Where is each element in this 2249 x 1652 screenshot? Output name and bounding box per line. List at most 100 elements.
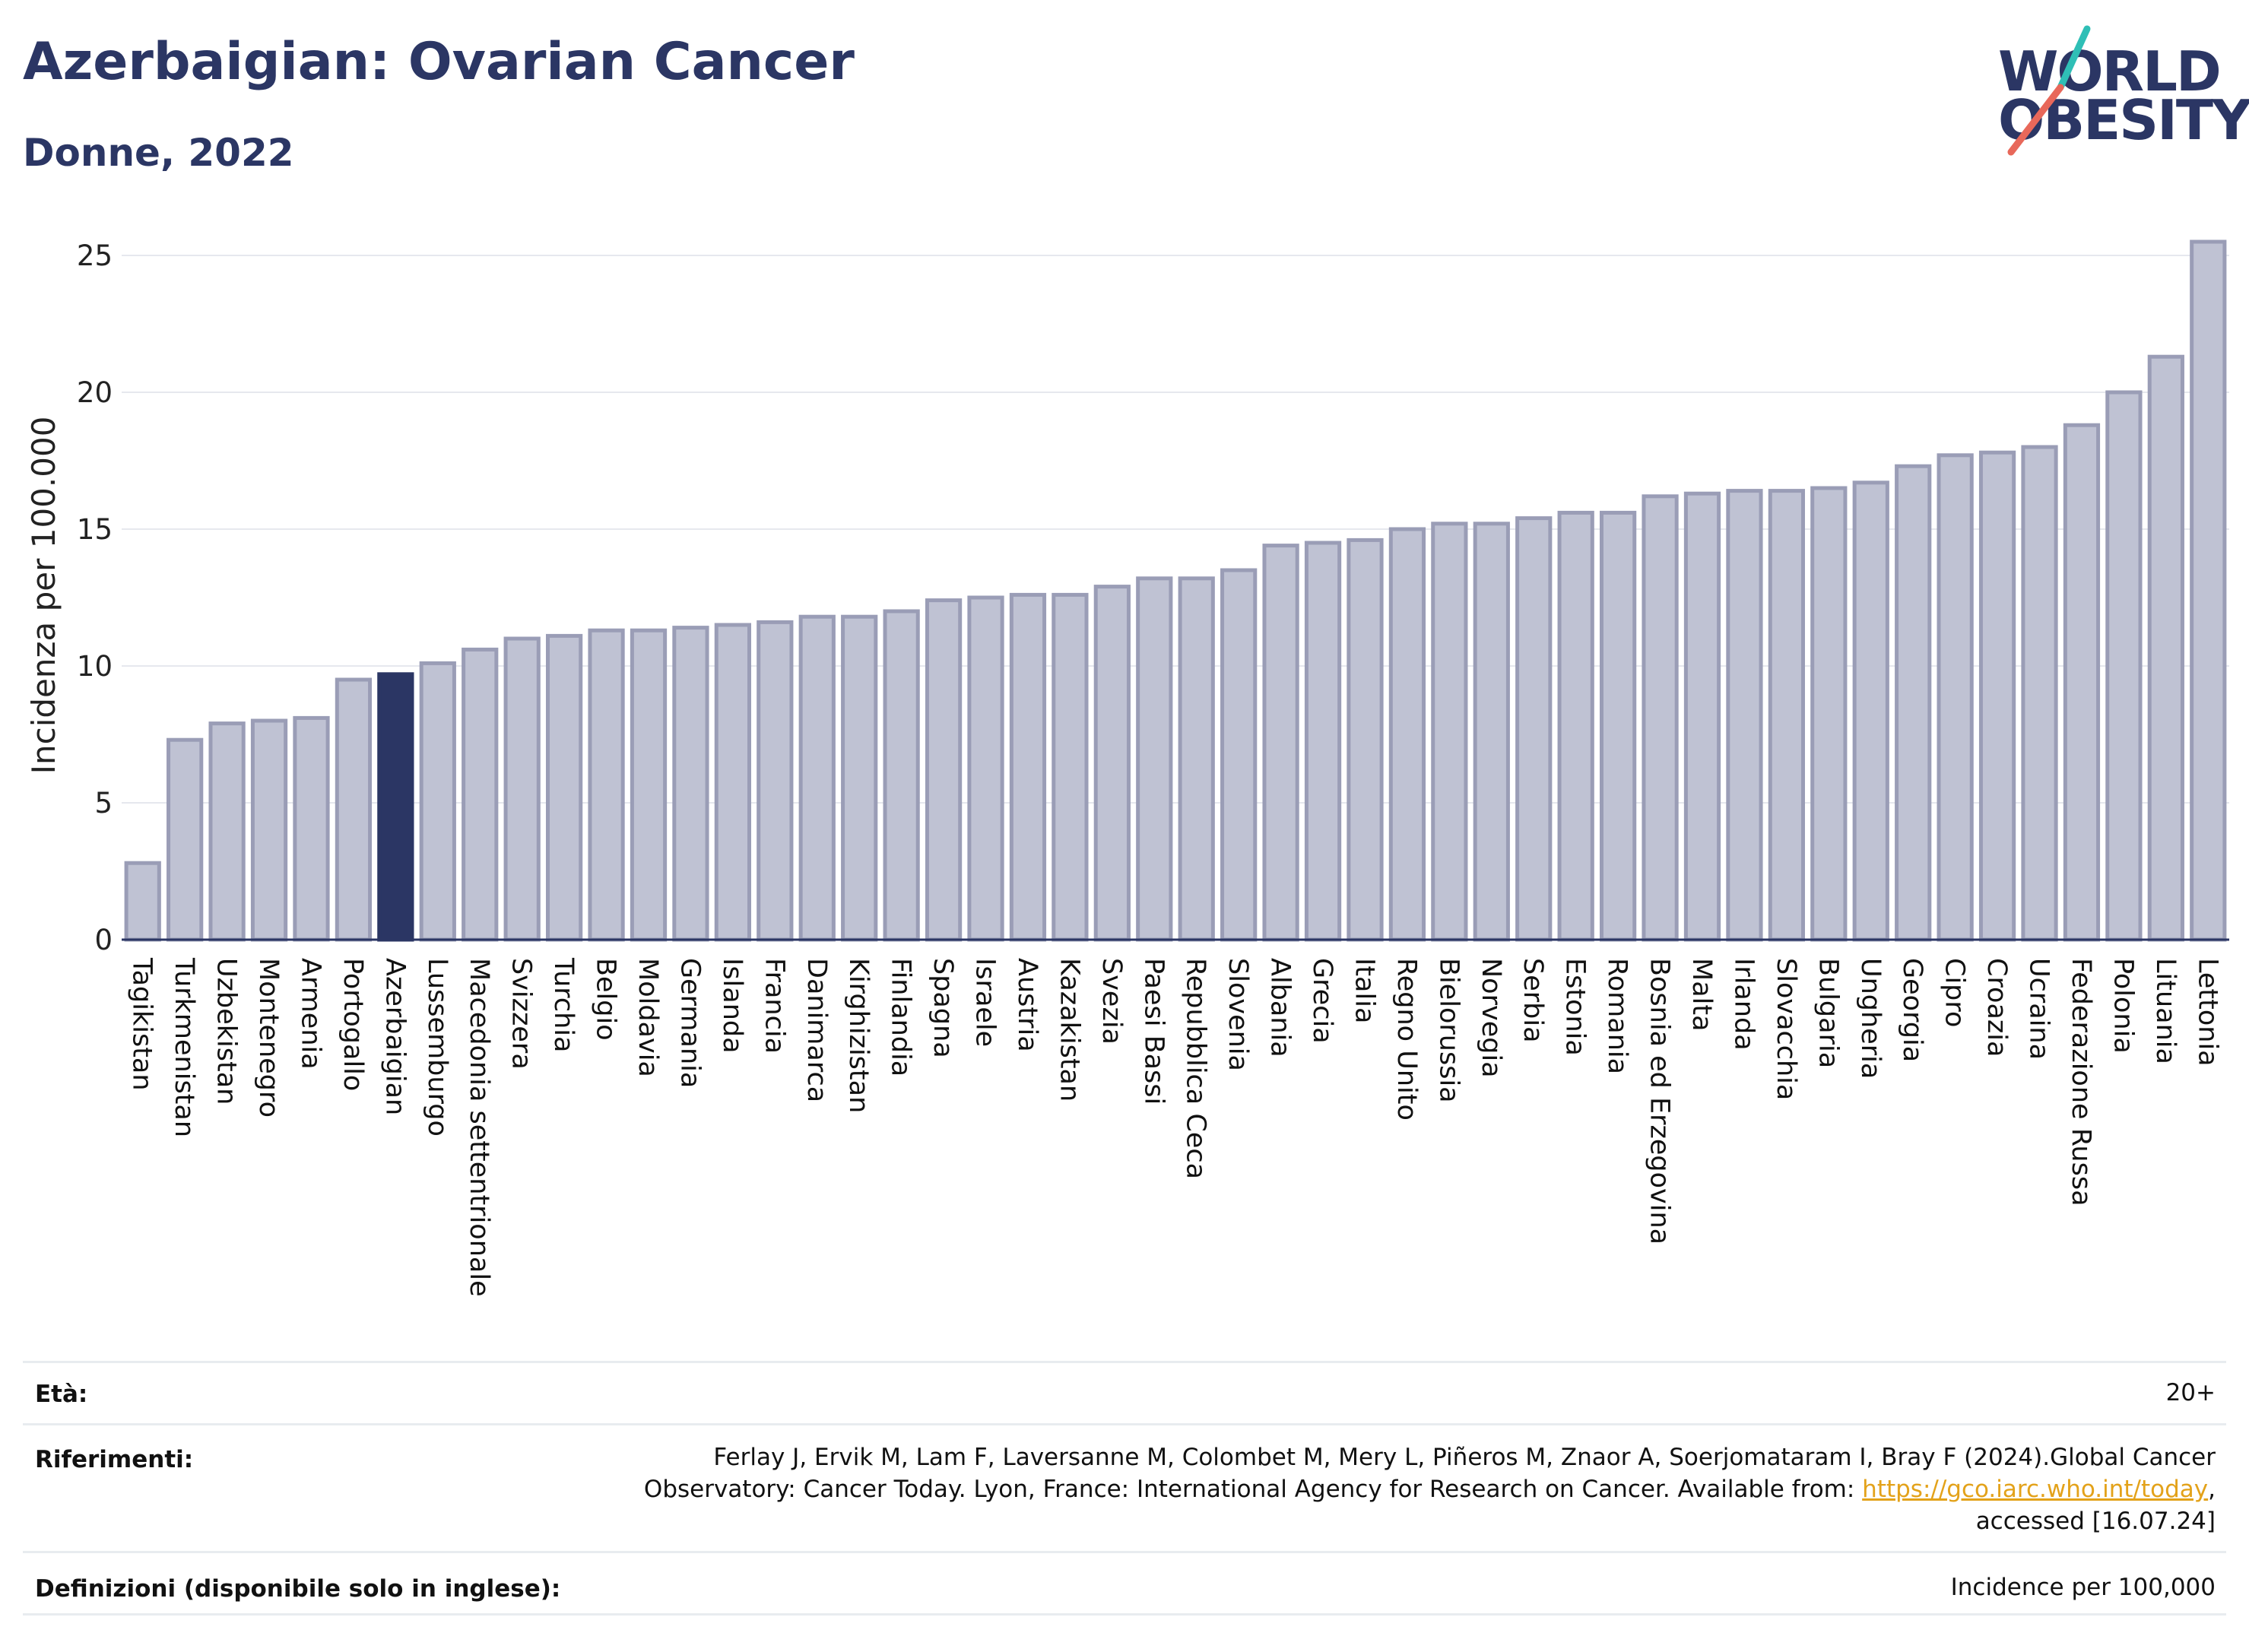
divider (23, 1613, 2226, 1616)
bar (1642, 494, 1679, 942)
bar (588, 628, 625, 942)
bar (925, 598, 963, 942)
x-tick-label: Bielorussia (1433, 958, 1464, 1103)
bar (1726, 489, 1763, 942)
bar (335, 677, 373, 942)
x-tick-label: Irlanda (1728, 958, 1759, 1051)
bar (1768, 489, 1806, 942)
bar (2063, 423, 2101, 942)
reference-line-1: Ferlay J, Ervik M, Lam F, Laversanne M, … (713, 1444, 2216, 1471)
x-tick-label: Ucraina (2024, 958, 2054, 1060)
bar (630, 628, 668, 942)
bar (2021, 445, 2058, 942)
x-tick-label: Danimarca (801, 958, 832, 1102)
bar (1388, 527, 1426, 942)
bar (967, 595, 1004, 942)
x-tick-label: Lettonia (2192, 958, 2222, 1067)
x-tick-label: Romania (1602, 958, 1632, 1074)
bar (798, 614, 836, 942)
references-text: Ferlay J, Ervik M, Lam F, Laversanne M, … (644, 1441, 2216, 1537)
bar (250, 718, 288, 942)
y-tick-label: 20 (77, 376, 113, 409)
x-tick-label: Israele (970, 958, 1001, 1047)
bar (1178, 576, 1215, 942)
bar (714, 623, 752, 942)
bar (1895, 464, 1932, 942)
x-tick-label: Islanda (717, 958, 747, 1054)
bar (419, 661, 456, 942)
x-tick-label: Kazakistan (1054, 958, 1084, 1102)
divider (23, 1551, 2226, 1553)
x-tick-label: Georgia (1897, 958, 1927, 1062)
bar (1304, 541, 1342, 942)
bar (1347, 537, 1384, 942)
y-tick-label: 25 (77, 239, 113, 272)
bar (1431, 522, 1468, 942)
x-tick-label: Polonia (2108, 958, 2138, 1054)
definitions-label: Definizioni (disponibile solo in inglese… (35, 1575, 561, 1603)
age-value: 20+ (2165, 1379, 2216, 1406)
x-tick-label: Estonia (1560, 958, 1591, 1056)
x-tick-label: Lussemburgo (422, 958, 452, 1137)
bar (2105, 390, 2143, 942)
x-tick-label: Paesi Bassi (1138, 958, 1169, 1105)
reference-line-3: accessed [16.07.24] (1975, 1508, 2216, 1535)
x-tick-label: Francia (759, 958, 789, 1054)
reference-link[interactable]: https://gco.iarc.who.int/today (1862, 1476, 2209, 1503)
bar (1473, 522, 1510, 942)
logo-slash-icon (2007, 25, 2091, 156)
y-axis-title: Incidenza per 100.000 (25, 417, 62, 775)
bar (883, 609, 920, 942)
y-tick-label: 0 (94, 924, 113, 956)
y-tick-label: 10 (77, 650, 113, 683)
bar (1220, 568, 1258, 942)
x-tick-label: Cipro (1940, 958, 1970, 1027)
x-tick-label: Ungheria (1855, 958, 1886, 1079)
definitions-value: Incidence per 100,000 (1950, 1574, 2216, 1601)
bar (1052, 592, 1089, 942)
bar (293, 715, 330, 942)
x-tick-label: Germania (674, 958, 705, 1088)
x-tick-label: Moldavia (633, 958, 663, 1077)
x-tick-label: Italia (1349, 958, 1379, 1023)
world-obesity-logo: WORLD OBESITY (1984, 23, 2249, 163)
bar (208, 721, 246, 942)
references-label: Riferimenti: (35, 1446, 194, 1473)
bar (1599, 510, 1637, 942)
x-tick-label: Montenegro (253, 958, 284, 1118)
x-tick-label: Tagikistan (127, 957, 157, 1091)
bar (167, 737, 204, 942)
bar (1978, 450, 2016, 942)
reference-line-2-text: Observatory: Cancer Today. Lyon, France:… (643, 1476, 1863, 1503)
logo-line-2: OBESITY (1998, 88, 2249, 152)
page-subtitle: Donne, 2022 (23, 131, 294, 175)
x-tick-label: Bosnia ed Erzegovina (1645, 958, 1675, 1245)
bar (1557, 510, 1594, 942)
reference-line-2-end: , (2208, 1476, 2216, 1503)
y-tick-label: 15 (77, 513, 113, 546)
x-tick-label: Regno Unito (1391, 958, 1422, 1121)
page-title: Azerbaigian: Ovarian Cancer (23, 32, 855, 92)
x-tick-label: Kirghizistan (843, 958, 874, 1113)
x-tick-label: Spagna (928, 958, 958, 1058)
x-tick-label: Croazia (1981, 958, 2012, 1057)
x-tick-label: Finlandia (886, 958, 916, 1076)
x-tick-label: Turchia (548, 957, 579, 1052)
x-tick-label: Armenia (295, 958, 325, 1070)
bar (545, 633, 583, 942)
logo-line-1: WORLD (1998, 40, 2222, 103)
x-tick-label: Federazione Russa (2066, 958, 2096, 1206)
bar (1009, 592, 1047, 942)
bar (1810, 486, 1848, 942)
x-tick-label: Albania (1265, 958, 1296, 1057)
bar (841, 614, 878, 942)
bar (2190, 239, 2227, 942)
x-tick-label: Repubblica Ceca (1181, 958, 1211, 1179)
bar (124, 861, 161, 942)
bar-chart: 0 5 10 15 20 25 Incidenza per 100.000 Tagikista… (25, 239, 2229, 1297)
x-tick-label: Bulgaria (1813, 958, 1843, 1068)
x-tick-label: Norvegia (1476, 958, 1506, 1078)
bar (503, 636, 541, 942)
x-tick-label: Uzbekistan (211, 958, 242, 1105)
bar (462, 647, 499, 942)
